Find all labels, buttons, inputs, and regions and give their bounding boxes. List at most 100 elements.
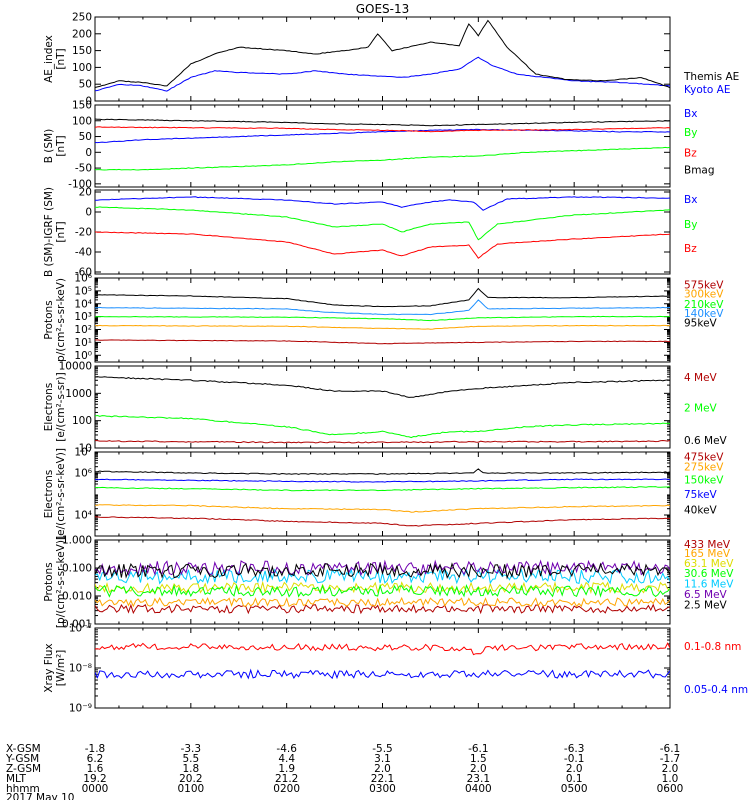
orbit-row-label: MLT (6, 773, 26, 785)
orbit-value: 2.0 (470, 763, 487, 775)
legend-entry: 0.1-0.8 nm (684, 641, 741, 653)
y-tick-label: 10⁶ (74, 468, 92, 480)
panel-frame (94, 16, 671, 102)
legend-entry: 140keV (684, 308, 724, 320)
orbit-value: 0.1 (566, 773, 583, 785)
panel-electrons_mev: 10 100 1000 10000 Electrons [e/(cm²-s-sr)] 4 M… (43, 361, 728, 455)
legend-entry: 165 MeV (684, 548, 731, 560)
orbit-value: 6.2 (87, 753, 104, 765)
series-line-0-05-0-4-nm (95, 668, 670, 680)
orbit-value: 5.5 (182, 753, 199, 765)
series-line-140kev (95, 299, 670, 316)
series-line-bx (95, 196, 670, 211)
orbit-value: 21.2 (275, 773, 298, 785)
legend-entry: 575keV (684, 280, 724, 292)
y-tick-label: 0 (85, 147, 92, 159)
y-tick-label: 100 (72, 115, 92, 127)
orbit-value: 0600 (657, 783, 684, 795)
y-tick-label: 0.100 (62, 563, 92, 575)
series-line-2-mev (95, 414, 670, 439)
series-line-30-6-mev (95, 583, 670, 598)
legend-entry: Kyoto AE (684, 84, 730, 96)
legend-entry: By (684, 219, 697, 231)
orbit-value: -6.1 (660, 743, 681, 755)
y-axis-label: Protons (43, 300, 55, 339)
legend-entry: 0.6 MeV (684, 435, 728, 447)
orbit-row-label: Z-GSM (6, 763, 41, 775)
legend-entry: 95keV (684, 318, 718, 330)
y-tick-label: 10⁷ (74, 447, 92, 459)
legend-entry: By (684, 127, 697, 139)
legend-entry: 75keV (684, 489, 718, 501)
orbit-value: 1.8 (182, 763, 199, 775)
y-tick-label: 200 (72, 28, 92, 40)
orbit-value: -6.1 (468, 743, 489, 755)
series-line-475kev (95, 516, 670, 527)
y-axis-label: [e/(cm²-s-sr-keV)] (55, 448, 67, 540)
series-line-themis-ae (95, 19, 670, 89)
y-tick-label: -20 (75, 227, 92, 239)
y-tick-label: 20 (79, 187, 92, 199)
y-tick-label: 0 (85, 96, 92, 108)
y-tick-label: 10⁵ (74, 285, 92, 297)
y-axis-label: B (SM) (43, 129, 55, 163)
series-line-bmag (95, 118, 670, 127)
series-line-4-mev (95, 439, 670, 444)
series-line-bz (95, 231, 670, 259)
legend-entry: 2.5 MeV (684, 599, 728, 611)
y-tick-label: 10⁴ (74, 298, 92, 310)
y-tick-label: 0.001 (62, 619, 92, 631)
y-tick-label: -100 (68, 178, 92, 190)
y-axis-label: Xray Flux (43, 643, 55, 692)
page-title: GOES-13 (356, 2, 410, 16)
y-tick-label: -40 (75, 247, 92, 259)
series-line-0-1-0-8-nm (95, 642, 670, 656)
y-axis-label: [nT] (55, 221, 67, 242)
y-tick-label: -60 (75, 267, 92, 279)
orbit-value: 2.0 (374, 763, 391, 775)
panel-xray: 10⁻⁹ 10⁻⁸ 10⁻⁷ Xray Flux [W/m²] 0.1-0.8 nm 0.0… (43, 623, 748, 715)
panel-protons_mev: 0.001 0.010 0.100 1.000 Protons [p/(cm²-s-sr-… (43, 535, 734, 631)
y-tick-label: 10² (74, 324, 92, 336)
orbit-value: 1.5 (470, 753, 487, 765)
orbit-value: 1.6 (87, 763, 104, 775)
series-line-95kev (95, 287, 670, 308)
y-axis-label: AE_index (43, 35, 55, 83)
y-tick-label: 10³ (74, 311, 92, 323)
orbit-value: 3.1 (374, 753, 391, 765)
orbit-value: 2.0 (566, 763, 583, 775)
panel-frame (94, 539, 671, 625)
orbit-value: 1.0 (662, 773, 679, 785)
series-line-by (95, 206, 670, 241)
legend-entry: 40keV (684, 505, 718, 517)
y-tick-label: 10⁶ (74, 273, 92, 285)
orbit-row-label: Y-GSM (5, 753, 39, 765)
y-tick-label: 10⁻⁷ (69, 623, 92, 635)
y-tick-label: -50 (75, 163, 92, 175)
legend-entry: 30.6 MeV (684, 568, 734, 580)
orbit-value: -4.6 (276, 743, 297, 755)
y-axis-label: [W/m²] (55, 650, 67, 687)
orbit-row-label: hhmm (6, 783, 40, 795)
legend-entry: 210keV (684, 299, 724, 311)
legend-entry: 2 MeV (684, 403, 718, 415)
y-tick-label: 1.000 (62, 535, 92, 547)
y-axis-label: B (SM)-IGRF (SM) (43, 187, 55, 277)
orbit-value: 0200 (273, 783, 300, 795)
series-line-150kev (95, 486, 670, 492)
y-axis-label: Electrons (43, 470, 55, 519)
series-line-63-1-mev (95, 580, 670, 595)
series-line-433-mev (95, 603, 670, 615)
legend-entry: Bmag (684, 165, 715, 177)
series-line-275kev (95, 504, 670, 513)
orbit-value: 0300 (369, 783, 396, 795)
orbit-value: 19.2 (83, 773, 106, 785)
panel-frame (94, 104, 671, 188)
legend-entry: 4 MeV (684, 372, 718, 384)
y-tick-label: 1000 (65, 388, 92, 400)
legend-entry: 433 MeV (684, 539, 731, 551)
y-axis-label: [nT] (55, 48, 67, 69)
